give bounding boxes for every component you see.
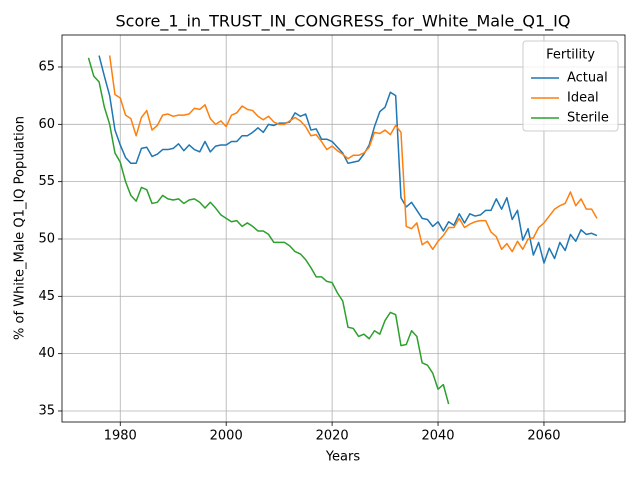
y-tick-label: 35 [38, 403, 55, 418]
x-tick-label: 2040 [421, 429, 454, 444]
chart-title: Score_1_in_TRUST_IN_CONGRESS_for_White_M… [116, 12, 571, 32]
legend-box [522, 40, 619, 132]
x-axis-label: Years [325, 450, 361, 465]
y-tick-label: 40 [38, 346, 55, 361]
legend: Fertility Actual Ideal Sterile [522, 40, 619, 132]
legend-title: Fertility [546, 48, 595, 63]
legend-label: Sterile [567, 111, 609, 126]
y-tick-label: 55 [38, 174, 55, 189]
legend-label: Ideal [567, 91, 599, 106]
legend-label: Actual [567, 71, 608, 86]
y-tick-label: 60 [38, 117, 55, 132]
series-line [87, 57, 450, 405]
y-tick-label: 45 [38, 289, 55, 304]
plot-frame [61, 34, 626, 423]
y-tick-label: 50 [38, 231, 55, 246]
series-line [98, 55, 598, 264]
x-tick-label: 2000 [210, 429, 243, 444]
x-tick-label: 2060 [527, 429, 560, 444]
y-axis-label: % of White_Male Q1_IQ Population [13, 116, 28, 340]
series-line [108, 55, 598, 253]
y-tick-label: 65 [38, 59, 55, 74]
x-tick-label: 1980 [104, 429, 137, 444]
x-tick-label: 2020 [316, 429, 349, 444]
